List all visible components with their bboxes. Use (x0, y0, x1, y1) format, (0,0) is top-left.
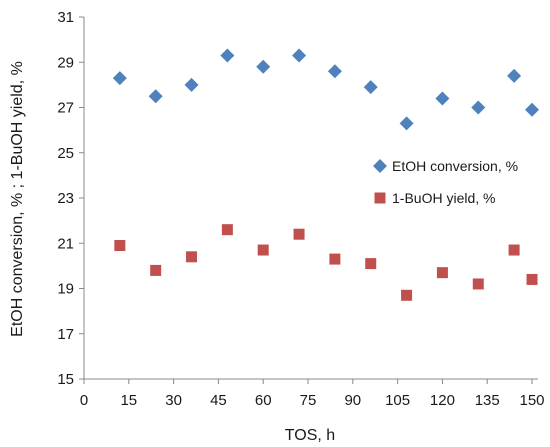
buoh-yield-point (293, 228, 305, 240)
etoh-conversion-point (399, 116, 414, 131)
y-tick-label: 29 (57, 54, 74, 71)
buoh-yield-point (221, 224, 233, 236)
buoh-yield-point (401, 289, 413, 301)
y-tick-label: 15 (57, 371, 74, 388)
etoh-conversion-point (327, 64, 342, 79)
buoh-yield-point (436, 267, 448, 279)
tick-labels: 15 17 19 21 23 25 27 29 31 0 15 30 45 60 75 90 105 120 135… (57, 9, 544, 409)
buoh-yield-point (186, 251, 198, 263)
buoh-yield-point (365, 258, 377, 270)
etoh-conversion-point (148, 89, 163, 104)
buoh-yield-point (257, 244, 269, 256)
buoh-yield-point (150, 264, 162, 276)
etoh-conversion-point (292, 48, 307, 63)
y-tick-label: 25 (57, 145, 74, 162)
x-tick-label: 150 (520, 392, 545, 409)
etoh-conversion-point (112, 71, 127, 86)
x-axis-label: TOS, h (285, 427, 335, 444)
data-points (112, 48, 540, 301)
buoh-yield-point (472, 278, 484, 290)
buoh-yield-point (114, 240, 126, 252)
etoh-conversion-point (363, 80, 378, 95)
legend-label-buoh: 1-BuOH yield, % (392, 190, 495, 206)
x-tick-label: 0 (80, 392, 88, 409)
etoh-conversion-point (256, 59, 271, 74)
etoh-conversion-point (435, 91, 450, 106)
x-tick-label: 75 (300, 392, 317, 409)
y-tick-label: 23 (57, 190, 74, 207)
x-tick-label: 120 (430, 392, 455, 409)
legend-marker-buoh (374, 192, 386, 204)
legend: EtOH conversion, % 1-BuOH yield, % (373, 158, 518, 206)
y-tick-label: 17 (57, 326, 74, 343)
y-tick-label: 27 (57, 100, 74, 117)
x-tick-label: 90 (344, 392, 361, 409)
buoh-yield-point (508, 244, 520, 256)
x-tick-label: 105 (385, 392, 410, 409)
x-tick-label: 15 (120, 392, 137, 409)
y-tick-label: 21 (57, 235, 74, 252)
etoh-conversion-point (220, 48, 235, 63)
buoh-yield-point (526, 273, 538, 285)
etoh-conversion-point (525, 102, 540, 117)
y-tick-label: 19 (57, 281, 74, 298)
y-axis-label: EtOH conversion, % ; 1-BuOH yield, % (9, 61, 26, 337)
x-tick-label: 30 (165, 392, 182, 409)
axes (79, 16, 538, 384)
etoh-conversion-point (471, 100, 486, 115)
etoh-conversion-point (507, 68, 522, 83)
legend-marker-etoh (373, 159, 387, 173)
x-tick-label: 45 (210, 392, 227, 409)
x-tick-label: 135 (475, 392, 500, 409)
x-tick-label: 60 (255, 392, 272, 409)
buoh-yield-point (329, 253, 341, 265)
etoh-conversion-point (184, 77, 199, 92)
legend-label-etoh: EtOH conversion, % (392, 158, 518, 174)
y-tick-label: 31 (57, 9, 74, 26)
